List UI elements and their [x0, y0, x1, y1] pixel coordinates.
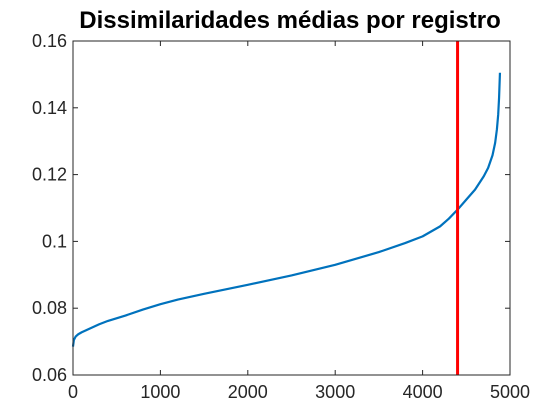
x-tick-label: 3000 — [315, 382, 355, 402]
plot-background — [73, 41, 510, 375]
plot-area — [73, 41, 510, 375]
x-tick-label: 2000 — [228, 382, 268, 402]
y-tick-label: 0.1 — [42, 231, 67, 251]
y-tick-label: 0.06 — [32, 365, 67, 385]
x-tick-label: 5000 — [490, 382, 530, 402]
x-tick-label: 0 — [68, 382, 78, 402]
chart-title: Dissimilaridades médias por registro — [79, 7, 501, 34]
y-tick-label: 0.14 — [32, 98, 67, 118]
y-tick-label: 0.08 — [32, 298, 67, 318]
y-tick-label: 0.12 — [32, 165, 67, 185]
x-tick-label: 4000 — [403, 382, 443, 402]
x-tick-label: 1000 — [140, 382, 180, 402]
y-tick-label: 0.16 — [32, 31, 67, 51]
